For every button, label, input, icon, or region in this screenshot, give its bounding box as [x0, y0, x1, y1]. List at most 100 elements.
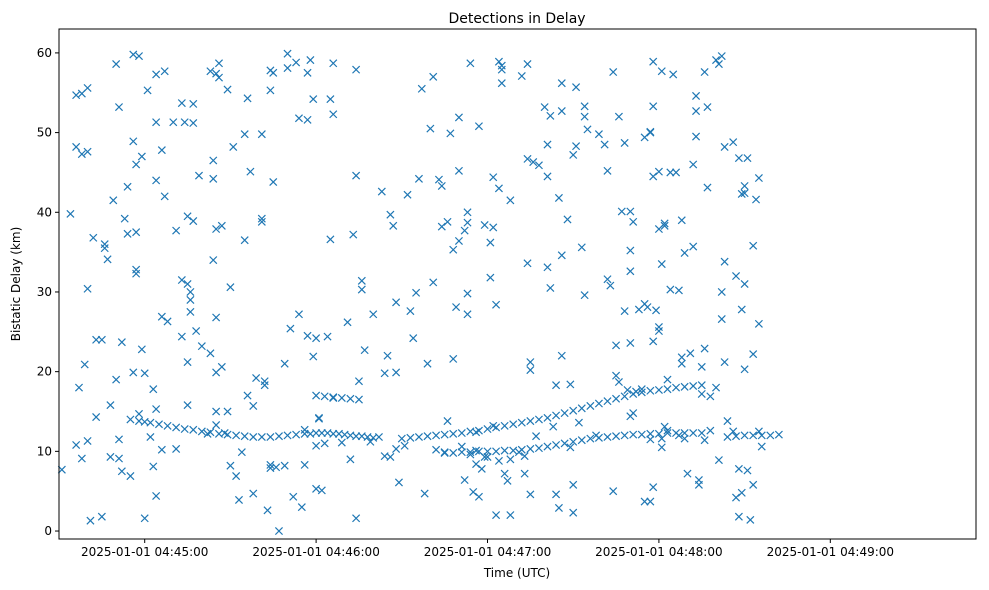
- scatter-point: [146, 432, 155, 442]
- scatter-point: [637, 385, 646, 394]
- scatter-point: [137, 152, 146, 161]
- track-point: [346, 394, 355, 403]
- scatter-point: [392, 368, 401, 377]
- scatter-point: [552, 381, 561, 390]
- scatter-point: [463, 289, 472, 298]
- scatter-point: [474, 122, 483, 131]
- y-tick-label: 60: [37, 46, 52, 60]
- scatter-point: [263, 506, 272, 515]
- scatter-point: [620, 307, 629, 316]
- track-point: [680, 382, 689, 391]
- scatter-point: [443, 417, 452, 426]
- scatter-point: [223, 407, 232, 416]
- scatter-point: [157, 146, 166, 155]
- track-point: [766, 431, 775, 440]
- scatter-point: [574, 418, 583, 427]
- scatter-point: [649, 102, 658, 111]
- scatter-point: [649, 172, 658, 181]
- scatter-point: [269, 177, 278, 187]
- scatter-point: [677, 216, 686, 225]
- scatter-point: [314, 413, 323, 422]
- scatter-point: [694, 476, 703, 485]
- scatter-point: [86, 516, 95, 525]
- track-point: [594, 433, 603, 442]
- scatter-point: [197, 342, 206, 351]
- scatter-point: [240, 130, 249, 139]
- scatter-point: [132, 269, 141, 278]
- scatter-point: [157, 445, 166, 454]
- scatter-point: [503, 476, 512, 485]
- scatter-point: [552, 490, 561, 499]
- scatter-point: [569, 480, 578, 489]
- scatter-point: [497, 79, 506, 88]
- track-point: [457, 448, 466, 457]
- scatter-point: [83, 147, 92, 156]
- track-point: [526, 444, 535, 453]
- track-point: [577, 404, 586, 413]
- track-point: [449, 448, 458, 457]
- scatter-point: [692, 132, 701, 141]
- scatter-point: [649, 483, 658, 492]
- scatter-point: [643, 303, 652, 312]
- scatter-point: [617, 207, 626, 216]
- scatter-point: [474, 492, 483, 501]
- scatter-point: [609, 68, 618, 77]
- scatter-point: [686, 349, 695, 358]
- scatter-point: [437, 181, 446, 191]
- scatter-point: [523, 259, 532, 268]
- scatter-point: [677, 359, 686, 368]
- track-point: [757, 431, 766, 440]
- scatter-point: [494, 57, 503, 66]
- scatter-point: [452, 303, 461, 312]
- scatter-point: [212, 313, 221, 322]
- track-point: [292, 430, 301, 439]
- scatter-point: [720, 142, 729, 151]
- track-point: [560, 409, 569, 418]
- track-point: [517, 445, 526, 454]
- scatter-point: [472, 460, 481, 469]
- scatter-point: [106, 452, 115, 461]
- scatter-point: [323, 332, 332, 341]
- scatter-point: [706, 426, 715, 435]
- scatter-point: [112, 60, 121, 69]
- track-point: [500, 446, 509, 455]
- scatter-point: [657, 260, 666, 269]
- track-point: [352, 432, 361, 441]
- scatter-point: [272, 463, 281, 472]
- scatter-point: [746, 515, 755, 524]
- scatter-point: [283, 64, 292, 73]
- scatter-point: [757, 442, 766, 451]
- track-point: [492, 447, 501, 456]
- scatter-point: [683, 469, 692, 478]
- scatter-point: [152, 70, 161, 79]
- scatter-point: [152, 491, 161, 500]
- scatter-point: [666, 168, 675, 177]
- scatter-point: [566, 443, 575, 452]
- track-point: [423, 432, 432, 441]
- scatter-point: [420, 489, 429, 498]
- scatter-point: [160, 67, 169, 76]
- scatter-point: [129, 50, 138, 59]
- scatter-point: [172, 444, 181, 453]
- scatter-point: [572, 83, 581, 92]
- scatter-point: [626, 338, 635, 347]
- track-point: [154, 420, 164, 429]
- scatter-point: [506, 196, 515, 205]
- scatter-point: [729, 138, 738, 147]
- scatter-point: [754, 427, 763, 436]
- scatter-point: [657, 67, 666, 76]
- scatter-point: [292, 58, 301, 67]
- track-point: [312, 391, 321, 400]
- track-point: [697, 381, 706, 390]
- scatter-point: [114, 435, 124, 444]
- scatter-point: [692, 91, 701, 100]
- scatter-point: [169, 118, 178, 127]
- scatter-point: [649, 337, 658, 346]
- x-tick-label: 2025-01-01 04:47:00: [424, 545, 551, 559]
- scatter-point: [754, 173, 763, 183]
- track-point: [189, 425, 198, 434]
- scatter-point: [280, 359, 289, 368]
- scatter-point: [492, 511, 501, 520]
- scatter-point: [580, 291, 589, 300]
